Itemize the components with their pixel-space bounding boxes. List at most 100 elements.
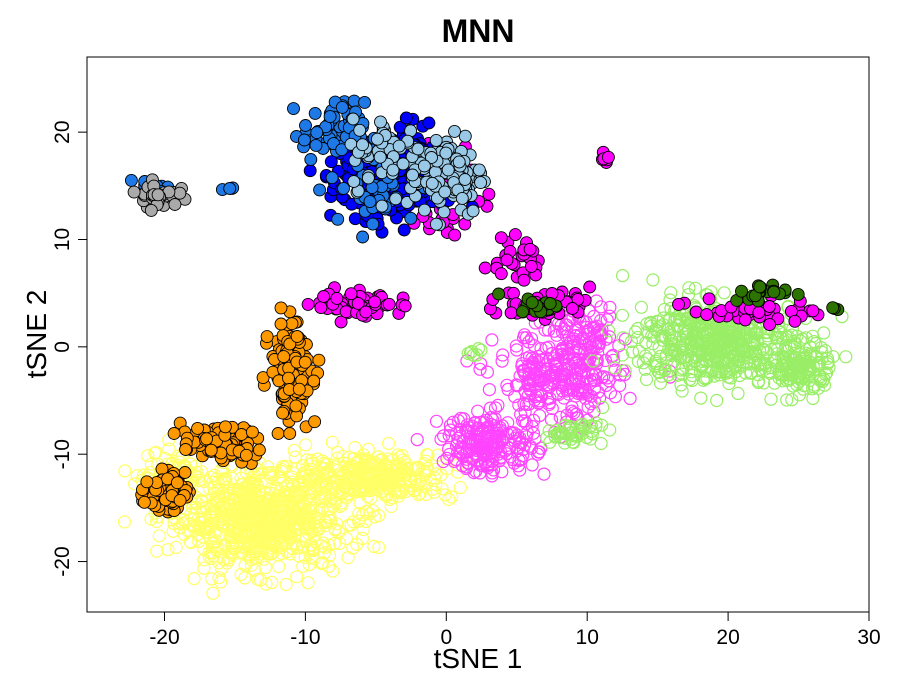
data-point (353, 496, 367, 510)
scatter-points (117, 94, 853, 600)
data-point (270, 508, 284, 523)
data-point (272, 559, 286, 574)
data-point (719, 365, 733, 379)
data-point (144, 512, 158, 526)
data-point (525, 458, 539, 472)
data-point (236, 477, 250, 491)
data-point (587, 382, 602, 396)
data-point (779, 339, 793, 353)
data-point (322, 538, 336, 552)
data-point (434, 432, 448, 446)
data-point (585, 424, 599, 438)
data-point (710, 393, 724, 408)
data-point (495, 465, 509, 479)
data-point (462, 444, 476, 458)
data-point (571, 345, 585, 359)
data-point (487, 463, 501, 477)
data-point (696, 373, 710, 387)
data-point (439, 146, 453, 160)
data-point (466, 348, 481, 362)
data-point (214, 504, 228, 518)
data-point (539, 358, 553, 372)
data-point (547, 324, 561, 338)
data-point (173, 186, 187, 200)
data-point (485, 458, 499, 472)
data-point (820, 357, 835, 371)
data-point (265, 575, 279, 590)
data-point (243, 544, 257, 559)
data-point (523, 383, 538, 397)
data-point (399, 111, 413, 125)
data-point (526, 426, 541, 440)
data-point (537, 467, 551, 481)
data-point (450, 436, 464, 450)
data-point (698, 372, 713, 386)
data-point (271, 427, 285, 440)
data-point (796, 382, 810, 396)
data-point (363, 195, 377, 209)
data-point (231, 495, 245, 509)
y-axis: -20 -10 0 10 20 (51, 120, 88, 577)
data-point (425, 176, 439, 190)
data-point (425, 151, 438, 164)
data-point (448, 124, 461, 138)
data-point (603, 300, 617, 314)
data-point (782, 361, 796, 375)
data-point (638, 349, 653, 363)
data-point (392, 485, 406, 499)
data-point (639, 372, 654, 387)
data-point (583, 280, 597, 294)
y-tick-label: 10 (51, 228, 74, 251)
data-point (817, 326, 831, 340)
data-point (308, 106, 322, 120)
data-point (672, 297, 685, 311)
data-point (144, 203, 158, 217)
data-point (256, 371, 270, 385)
data-point (470, 443, 484, 457)
data-point (788, 314, 802, 328)
data-point (245, 425, 259, 439)
data-point (293, 512, 307, 526)
data-point (346, 476, 360, 491)
data-point (468, 415, 482, 430)
data-point (239, 448, 253, 462)
data-point (440, 451, 454, 465)
data-point (675, 384, 689, 398)
data-point (751, 374, 766, 388)
data-point (325, 435, 339, 449)
y-tick-label: 20 (51, 120, 74, 143)
data-point (291, 521, 305, 535)
data-point (675, 367, 689, 381)
data-point (504, 306, 518, 320)
data-point (524, 259, 538, 273)
data-point (661, 368, 676, 382)
data-point (685, 368, 699, 383)
data-point (527, 413, 541, 427)
data-point (406, 168, 419, 182)
data-point (722, 376, 736, 391)
data-point (770, 342, 784, 357)
data-point (299, 438, 313, 452)
data-point (323, 110, 337, 124)
data-point (314, 539, 328, 553)
y-axis-label: tSNE 2 (21, 290, 52, 379)
data-point (170, 476, 184, 490)
x-axis-label: tSNE 1 (434, 643, 523, 674)
data-point (692, 326, 707, 341)
data-point (290, 570, 304, 584)
data-point (581, 323, 596, 337)
data-point (517, 273, 531, 287)
data-point (744, 366, 758, 380)
data-point (221, 512, 235, 526)
data-point (437, 429, 451, 443)
data-point (242, 476, 256, 490)
data-point (374, 115, 387, 129)
data-point (382, 436, 396, 450)
data-point (712, 351, 726, 365)
data-point (591, 346, 605, 360)
data-point (197, 511, 212, 525)
data-point (487, 434, 501, 448)
data-point (541, 354, 555, 368)
data-point (366, 217, 380, 231)
data-point (312, 353, 326, 367)
